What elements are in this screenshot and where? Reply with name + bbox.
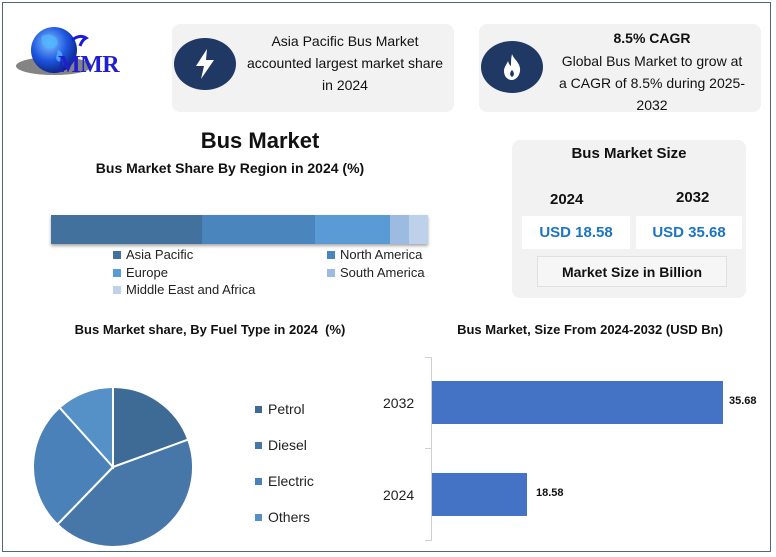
legend-mea: Middle East and Africa — [113, 282, 255, 297]
pie-slice-petrol — [112, 385, 190, 469]
fuel-chart-title: Bus Market share, By Fuel Type in 2024 (… — [74, 322, 346, 337]
legend-europe: Europe — [113, 265, 168, 280]
bar-2024 — [432, 473, 527, 516]
highlight-card-asia-pacific: Asia Pacific Bus Market accounted larges… — [172, 24, 454, 112]
segment-south-america — [390, 215, 410, 244]
globe-icon — [16, 27, 92, 75]
pie-slice-others — [58, 385, 114, 470]
legend-petrol: Petrol — [255, 401, 305, 417]
segment-europe — [314, 215, 391, 244]
segment-north-america — [201, 215, 315, 244]
value-2032: USD 35.68 — [636, 216, 742, 249]
unit-label: Market Size in Billion — [537, 256, 727, 287]
region-chart-title: Bus Market Share By Region in 2024 (%) — [95, 160, 365, 176]
legend-north-america: North America — [327, 247, 422, 262]
legend-diesel: Diesel — [255, 437, 307, 453]
year-2032: 2032 — [676, 189, 710, 206]
data-label-2032: 35.68 — [729, 395, 757, 407]
cagr-heading: 8.5% CAGR — [613, 30, 691, 46]
data-label-2024: 18.58 — [536, 487, 564, 499]
infographic-frame — [2, 2, 771, 552]
value-2024: USD 18.58 — [522, 216, 630, 249]
legend-electric: Electric — [255, 473, 314, 489]
flame-icon — [481, 41, 543, 93]
legend-asia-pacific: Asia Pacific — [113, 247, 193, 262]
highlight-text-cagr: Global Bus Market to grow at a CAGR of 8… — [559, 53, 745, 113]
axis-tick — [425, 540, 431, 541]
market-size-title: Bus Market Size — [571, 145, 687, 162]
lightning-icon — [174, 38, 236, 90]
y-axis-line — [431, 357, 432, 541]
year-2024: 2024 — [550, 191, 584, 208]
region-stacked-bar — [51, 215, 428, 244]
fuel-pie-chart — [32, 385, 195, 548]
logo-text: MMR — [58, 52, 120, 78]
category-label-2024: 2024 — [383, 487, 415, 503]
page-title: Bus Market — [200, 128, 320, 153]
segment-asia-pacific — [51, 215, 202, 244]
mmr-logo — [14, 24, 159, 84]
bar-2032 — [432, 381, 723, 424]
size-chart-title: Bus Market, Size From 2024-2032 (USD Bn) — [457, 322, 723, 337]
pie-slice-electric — [32, 406, 115, 526]
axis-tick — [425, 448, 431, 449]
highlight-card-cagr: 8.5% CAGR Global Bus Market to grow at a… — [479, 24, 761, 113]
segment-mea — [409, 215, 428, 244]
axis-tick — [425, 357, 431, 358]
category-label-2032: 2032 — [383, 395, 415, 411]
pie-slice-diesel — [55, 438, 195, 548]
legend-others: Others — [255, 509, 310, 525]
market-size-card: Bus Market Size 2024 2032 USD 18.58 USD … — [512, 140, 746, 298]
highlight-text-asia-pacific: Asia Pacific Bus Market accounted larges… — [246, 33, 444, 93]
legend-south-america: South America — [327, 265, 425, 280]
